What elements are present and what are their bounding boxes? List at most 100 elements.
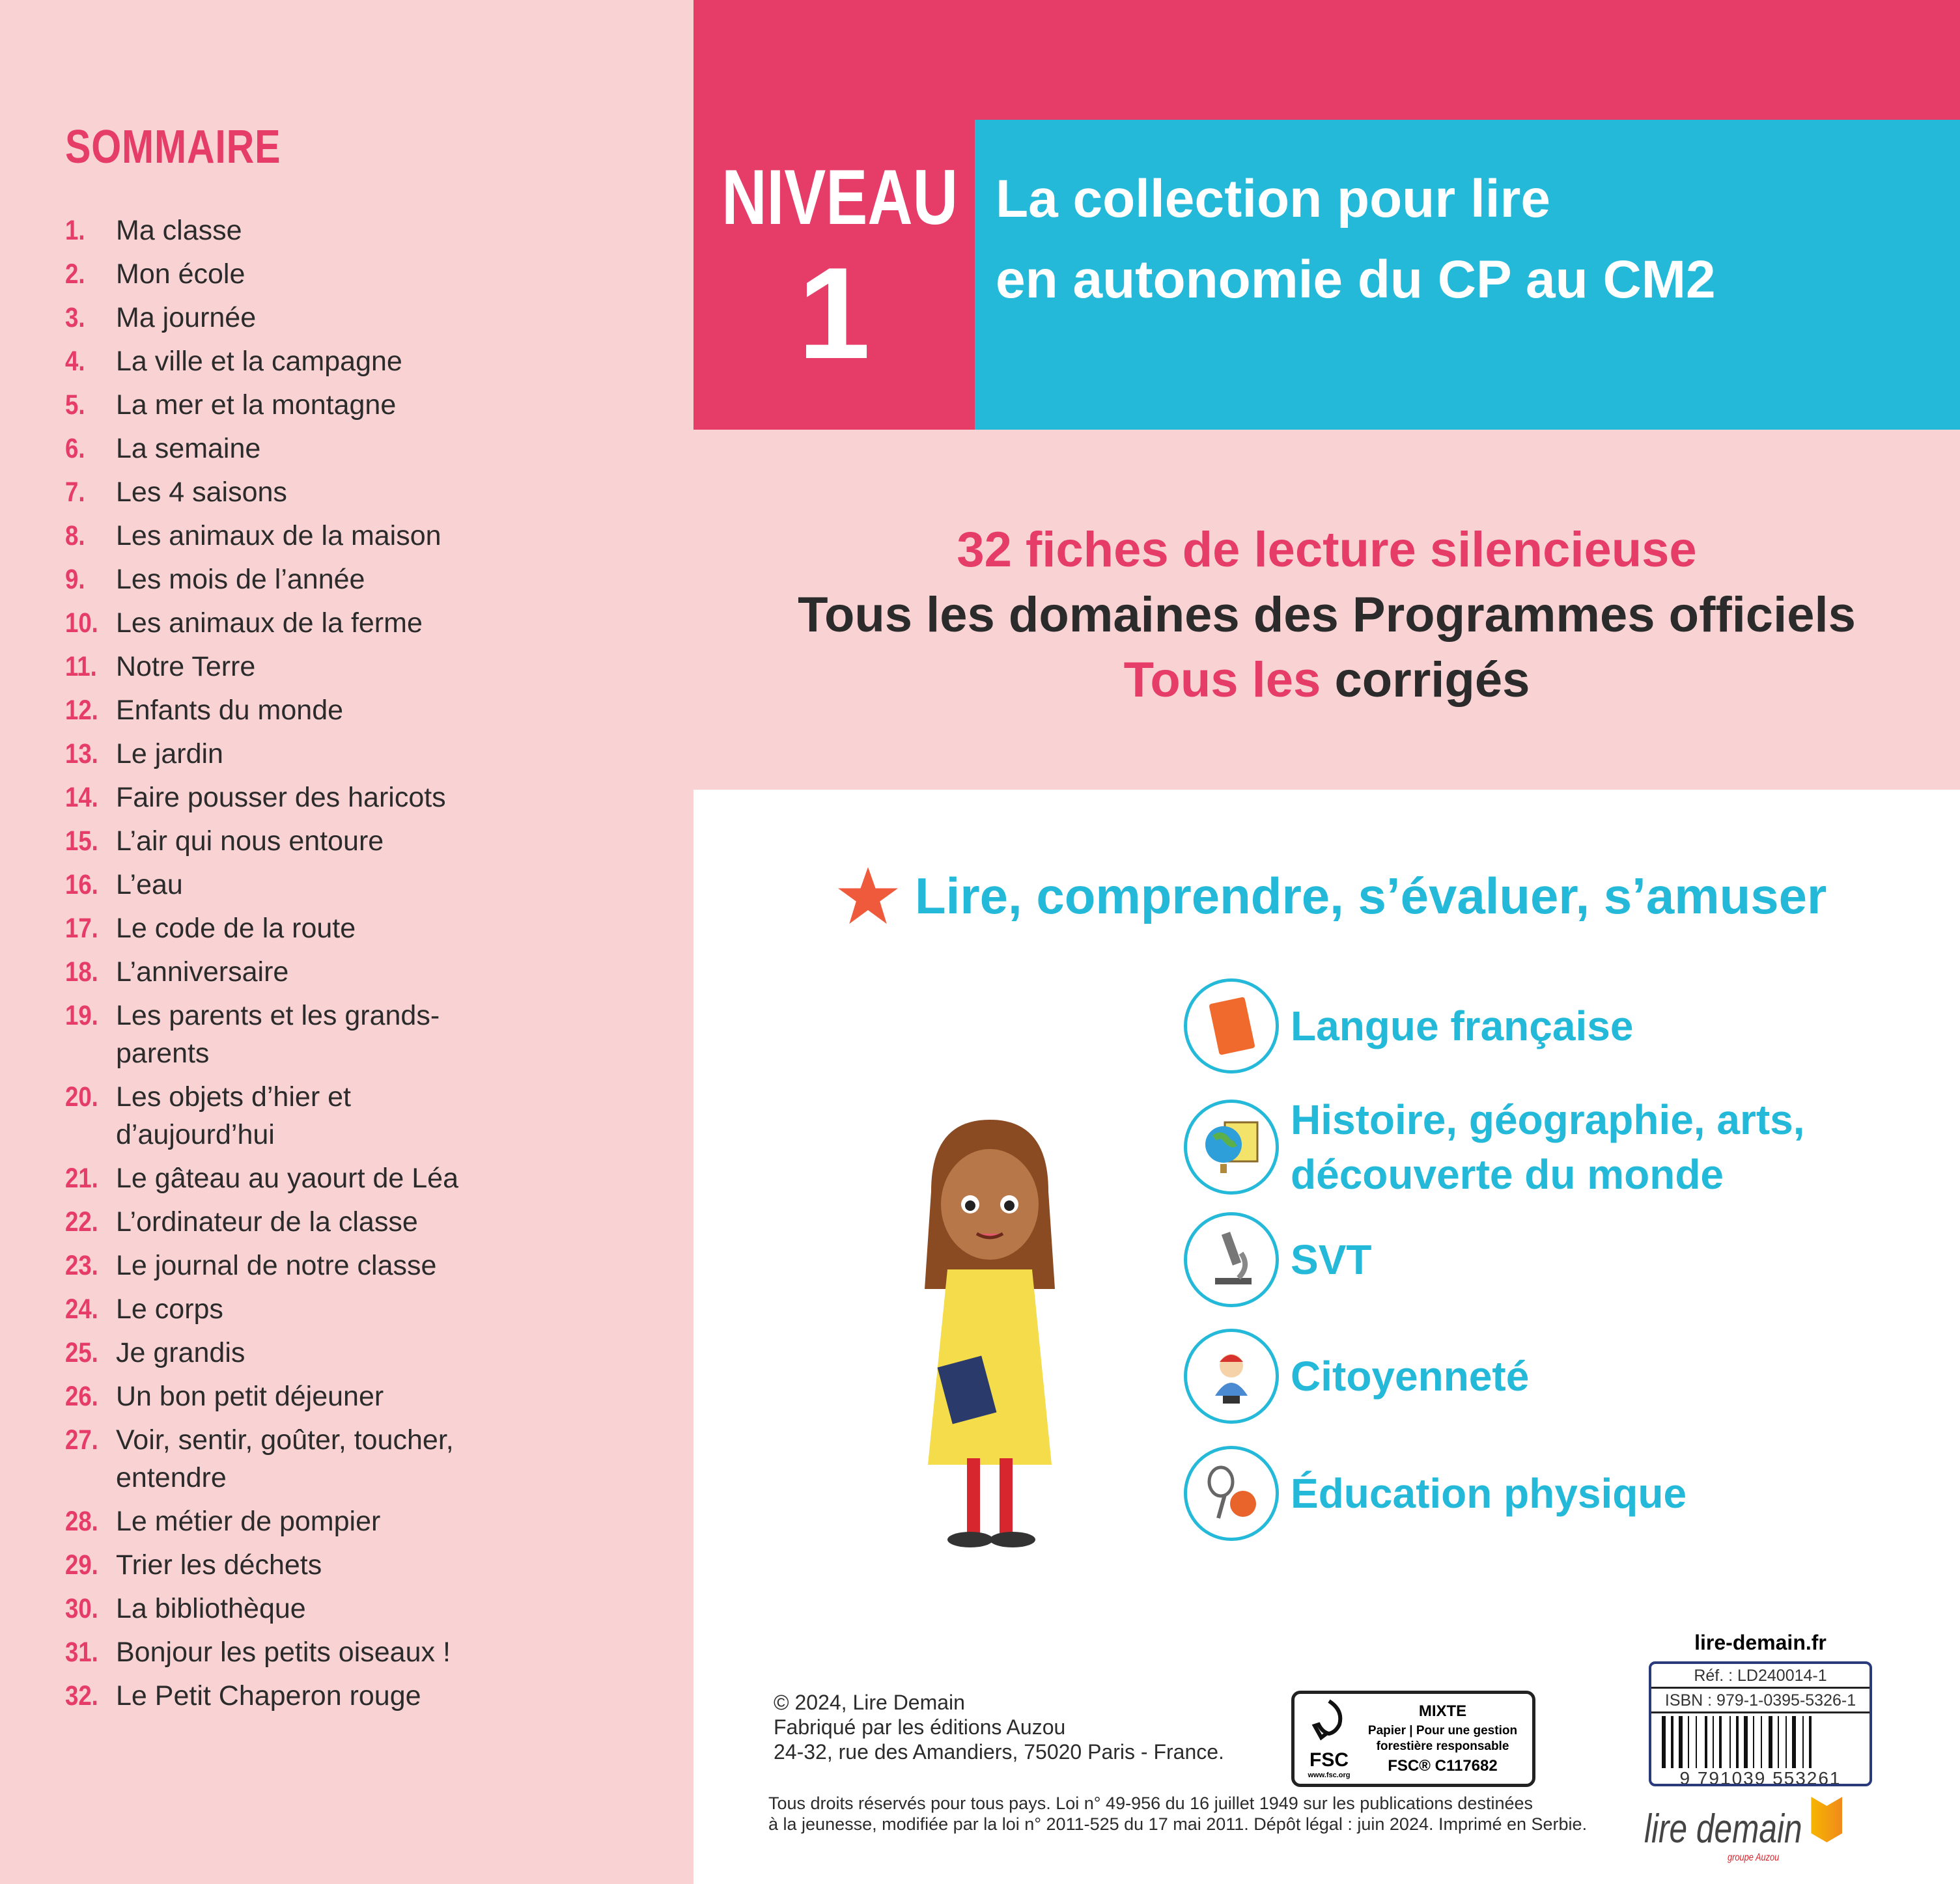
fsc-url: www.fsc.org xyxy=(1308,1771,1351,1779)
subject-label: Éducation physique xyxy=(1291,1470,1687,1517)
sommaire-item: 7. Les 4 saisons xyxy=(65,473,468,511)
sommaire-item: 13. Le jardin xyxy=(65,735,468,773)
sommaire-item: 15. L’air qui nous entoure xyxy=(65,822,468,860)
barcode-bar xyxy=(1662,1716,1666,1768)
subject-eps: Éducation physique xyxy=(1184,1446,1687,1541)
website[interactable]: lire-demain.fr xyxy=(1694,1631,1827,1654)
subject-label: Citoyenneté xyxy=(1291,1353,1530,1400)
motto: Lire, comprendre, s’évaluer, s’amuser xyxy=(837,866,1827,926)
sommaire-item: 16. L’eau xyxy=(65,866,468,904)
racket-ball-icon xyxy=(1184,1446,1279,1541)
brand-sub: groupe Auzou xyxy=(1728,1852,1780,1863)
item-number: 6. xyxy=(65,433,85,464)
girl-illustration xyxy=(925,1120,1055,1547)
item-number: 18. xyxy=(65,956,98,988)
sommaire-item: 20. Les objets d’hier et d’aujourd’hui xyxy=(65,1078,468,1154)
item-title: Bonjour les petits oiseaux ! xyxy=(116,1637,451,1668)
item-number: 20. xyxy=(65,1081,98,1113)
item-number: 14. xyxy=(65,782,98,813)
sommaire-item: 29. Trier les déchets xyxy=(65,1546,468,1584)
sommaire-item: 2. Mon école xyxy=(65,255,468,293)
item-title: Le corps xyxy=(116,1294,223,1325)
item-number: 16. xyxy=(65,869,98,900)
niveau-number: 1 xyxy=(798,241,871,386)
sommaire-title: SOMMAIRE xyxy=(65,121,281,173)
star-icon xyxy=(838,866,898,924)
item-number: 17. xyxy=(65,913,98,944)
sommaire-item: 3. Ma journée xyxy=(65,299,468,337)
item-title: Le métier de pompier xyxy=(116,1506,381,1537)
item-number: 32. xyxy=(65,1680,98,1711)
sommaire-item: 28. Le métier de pompier xyxy=(65,1503,468,1540)
item-number: 4. xyxy=(65,346,85,377)
marianne-bust-icon xyxy=(1184,1329,1279,1424)
subject-svt: SVT xyxy=(1184,1212,1371,1307)
sommaire-item: 4. La ville et la campagne xyxy=(65,342,468,380)
item-title: Les animaux de la ferme xyxy=(116,607,423,639)
sommaire-item: 24. Le corps xyxy=(65,1290,468,1328)
sommaire-item: 25. Je grandis xyxy=(65,1334,468,1372)
feature-corriges-a: Tous les xyxy=(1123,652,1321,708)
barcode-bar xyxy=(1792,1716,1796,1768)
barcode-bar xyxy=(1736,1716,1739,1768)
barcode-bar xyxy=(1705,1716,1707,1768)
item-title: Les parents et les grands-parents xyxy=(116,1000,440,1069)
sommaire-item: 27. Voir, sentir, goûter, toucher, entend… xyxy=(65,1421,468,1497)
collection-banner: La collection pour lire en autonomie du … xyxy=(975,120,1960,430)
sommaire-item: 18. L’anniversaire xyxy=(65,953,468,991)
item-number: 31. xyxy=(65,1637,98,1668)
feature-domaines: Tous les domaines des Programmes officie… xyxy=(798,587,1856,643)
fsc-label: FSC www.fsc.org MIXTE Papier | Pour une … xyxy=(1291,1691,1535,1787)
item-title: Voir, sentir, goûter, toucher, entendre xyxy=(116,1424,454,1493)
sommaire-item: 9. Les mois de l’année xyxy=(65,561,468,598)
lire-demain-logo: lire demain groupe Auzou xyxy=(1644,1797,1843,1864)
item-title: Le journal de notre classe xyxy=(116,1250,437,1281)
sommaire-item: 11. Notre Terre xyxy=(65,648,468,686)
item-title: Faire pousser des haricots xyxy=(116,782,446,813)
barcode-bar xyxy=(1744,1716,1748,1768)
item-title: Les 4 saisons xyxy=(116,477,287,508)
legal-line-2: à la jeunesse, modifiée par la loi n° 20… xyxy=(768,1814,1588,1834)
barcode-bar xyxy=(1809,1716,1812,1768)
item-title: La mer et la montagne xyxy=(116,389,397,421)
sommaire-item: 1. Ma classe xyxy=(65,212,468,249)
item-title: La bibliothèque xyxy=(116,1593,306,1624)
item-title: Le Petit Chaperon rouge xyxy=(116,1680,421,1711)
microscope-icon xyxy=(1184,1212,1279,1307)
item-number: 9. xyxy=(65,564,85,595)
item-title: Les animaux de la maison xyxy=(116,520,441,551)
subject-langue: Langue française xyxy=(1184,978,1633,1074)
item-number: 11. xyxy=(65,651,97,682)
item-number: 22. xyxy=(65,1206,98,1238)
top-band xyxy=(693,0,1960,120)
collection-line-1: La collection pour lire xyxy=(996,169,1551,229)
item-number: 27. xyxy=(65,1424,98,1456)
item-title: Le gâteau au yaourt de Léa xyxy=(116,1163,458,1194)
item-title: Un bon petit déjeuner xyxy=(116,1381,384,1412)
barcode-bar xyxy=(1713,1716,1714,1768)
item-title: Ma journée xyxy=(116,302,257,333)
barcode-bar xyxy=(1753,1716,1754,1768)
brand-name: lire demain xyxy=(1644,1807,1802,1851)
sommaire-item: 23. Le journal de notre classe xyxy=(65,1247,468,1284)
item-title: Notre Terre xyxy=(116,651,256,682)
item-title: Trier les déchets xyxy=(116,1549,322,1581)
item-title: L’anniversaire xyxy=(116,956,289,988)
item-number: 13. xyxy=(65,738,98,769)
sommaire-item: 21. Le gâteau au yaourt de Léa xyxy=(65,1159,468,1197)
reference: Réf. : LD240014-1 xyxy=(1651,1664,1869,1689)
sommaire-item: 10. Les animaux de la ferme xyxy=(65,604,468,642)
item-number: 29. xyxy=(65,1549,98,1581)
isbn: ISBN : 979-1-0395-5326-1 xyxy=(1651,1689,1869,1713)
item-number: 23. xyxy=(65,1250,98,1281)
feature-corriges: Tous les corrigés xyxy=(693,648,1960,713)
subject-citoyennete: Citoyenneté xyxy=(1184,1329,1529,1424)
item-number: 2. xyxy=(65,258,85,290)
item-title: L’air qui nous entoure xyxy=(116,825,384,857)
legal-notice: Tous droits réservés pour tous pays. Loi… xyxy=(768,1793,1587,1835)
item-number: 5. xyxy=(65,389,85,421)
barcode-bar xyxy=(1671,1716,1673,1768)
legal-line-1: Tous droits réservés pour tous pays. Loi… xyxy=(768,1794,1533,1813)
publisher-info: © 2024, Lire Demain Fabriqué par les édi… xyxy=(774,1690,1224,1764)
item-title: L’ordinateur de la classe xyxy=(116,1206,418,1238)
